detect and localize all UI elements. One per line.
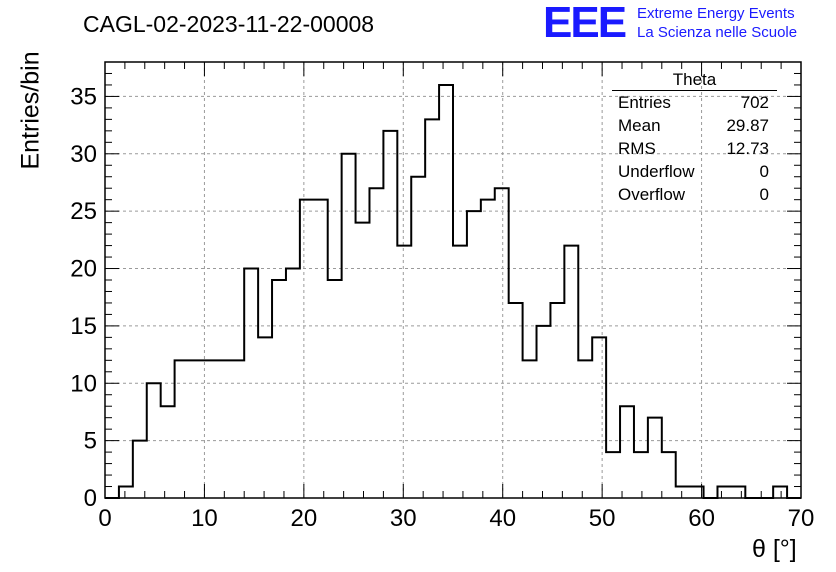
histogram-bin xyxy=(523,360,537,498)
histogram-bin xyxy=(369,188,383,498)
histogram-bin xyxy=(648,418,662,498)
stats-row-mean: Mean 29.87 xyxy=(612,114,777,137)
histogram-bin xyxy=(509,303,523,498)
stats-label: Underflow xyxy=(618,162,695,181)
stats-value: 29.87 xyxy=(726,116,769,135)
x-tick-label: 40 xyxy=(489,505,516,532)
stats-value: 0 xyxy=(759,162,769,181)
histogram-bin xyxy=(328,280,342,498)
histogram-bin xyxy=(606,452,620,498)
stats-row-underflow: Underflow 0 xyxy=(612,160,777,183)
histogram-bin xyxy=(550,303,564,498)
y-tick-label: 0 xyxy=(84,485,97,512)
y-tick-label: 35 xyxy=(70,83,97,110)
stats-label: Overflow xyxy=(618,185,686,204)
x-tick-label: 20 xyxy=(291,505,318,532)
x-tick-label: 60 xyxy=(688,505,715,532)
logo-caption-line1: Extreme Energy Events xyxy=(637,5,795,22)
histogram-bin xyxy=(495,188,509,498)
x-tick-label: 50 xyxy=(589,505,616,532)
y-tick-label: 30 xyxy=(70,141,97,168)
histogram-bin xyxy=(161,406,175,498)
histogram-bin xyxy=(634,452,648,498)
histogram-bin xyxy=(453,246,467,498)
histogram-bin xyxy=(175,360,189,498)
histogram-bin xyxy=(272,280,286,498)
x-axis-label: θ [°] xyxy=(752,535,797,563)
histogram-bin xyxy=(564,246,578,498)
histogram-bin xyxy=(620,406,634,498)
y-tick-label: 15 xyxy=(70,313,97,340)
histogram-bin xyxy=(356,223,370,498)
histogram-bin xyxy=(578,360,592,498)
histogram-bin xyxy=(425,119,439,498)
histogram-bin xyxy=(133,441,147,498)
histogram-bin xyxy=(119,487,133,498)
x-tick-label: 0 xyxy=(98,505,111,532)
histogram-bin xyxy=(411,177,425,498)
stats-box: Theta Entries 702 Mean 29.87 RMS 12.73 U… xyxy=(612,70,777,206)
histogram-bin xyxy=(397,246,411,498)
histogram-bin xyxy=(258,337,272,498)
stats-label: Entries xyxy=(618,93,671,112)
histogram-bin xyxy=(439,85,453,498)
y-axis-label: Entries/bin xyxy=(16,51,45,170)
histogram-bin xyxy=(467,211,481,498)
stats-box-title: Theta xyxy=(612,70,777,91)
histogram-bin xyxy=(216,360,230,498)
x-tick-label: 70 xyxy=(788,505,815,532)
x-tick-label: 10 xyxy=(191,505,218,532)
stats-label: Mean xyxy=(618,116,661,135)
histogram-bin xyxy=(189,360,203,498)
histogram-bin xyxy=(731,487,745,498)
eee-logo: EEE xyxy=(543,0,627,47)
y-tick-label: 10 xyxy=(70,370,97,397)
histogram-bin xyxy=(717,487,731,498)
histogram-bin xyxy=(537,326,551,498)
logo-caption: Extreme Energy Events La Scienza nelle S… xyxy=(637,4,797,42)
histogram-bin xyxy=(592,337,606,498)
y-tick-label: 5 xyxy=(84,428,97,455)
stats-row-overflow: Overflow 0 xyxy=(612,183,777,206)
histogram-bin xyxy=(662,452,676,498)
stats-value: 0 xyxy=(759,185,769,204)
histogram-bin xyxy=(314,200,328,498)
histogram-bin xyxy=(773,487,787,498)
histogram-bin xyxy=(676,487,690,498)
stats-row-entries: Entries 702 xyxy=(612,91,777,114)
histogram-line xyxy=(105,83,801,499)
stats-value: 12.73 xyxy=(726,139,769,158)
stats-label: RMS xyxy=(618,139,656,158)
histogram-bin xyxy=(383,131,397,498)
y-tick-label: 20 xyxy=(70,256,97,283)
chart-title: CAGL-02-2023-11-22-00008 xyxy=(83,11,375,37)
histogram-bin xyxy=(230,360,244,498)
logo-caption-line2: La Scienza nelle Scuole xyxy=(637,24,798,41)
y-tick-label: 25 xyxy=(70,198,97,225)
histogram-bin xyxy=(300,200,314,498)
x-tick-label: 30 xyxy=(390,505,417,532)
stats-row-rms: RMS 12.73 xyxy=(612,137,777,160)
stats-value: 702 xyxy=(740,93,769,112)
histogram-bin xyxy=(481,200,495,498)
